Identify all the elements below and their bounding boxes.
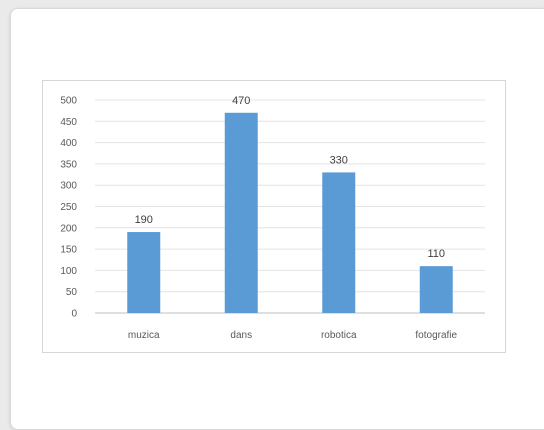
bar-robotica bbox=[322, 172, 356, 313]
y-tick-label: 100 bbox=[60, 266, 77, 277]
bar-fotografie bbox=[419, 266, 453, 313]
data-label-muzica: 190 bbox=[135, 214, 153, 226]
chart-area: 0 50 100 150 200 250 300 350 400 450 500 190 470 330… bbox=[42, 80, 506, 353]
data-labels: 190 470 330 110 bbox=[135, 95, 445, 260]
y-tick-label: 500 bbox=[60, 96, 77, 107]
y-tick-label: 450 bbox=[60, 117, 77, 128]
x-tick-label-fotografie: fotografie bbox=[415, 330, 457, 341]
y-tick-label: 50 bbox=[66, 287, 78, 298]
y-tick-label: 0 bbox=[71, 309, 77, 320]
x-tick-label-muzica: muzica bbox=[128, 330, 160, 341]
bars bbox=[127, 112, 453, 313]
bar-chart: 0 50 100 150 200 250 300 350 400 450 500 190 470 330… bbox=[60, 95, 485, 341]
y-tick-label: 200 bbox=[60, 223, 77, 234]
y-axis-ticks: 0 50 100 150 200 250 300 350 400 450 500 bbox=[60, 96, 77, 320]
y-tick-label: 150 bbox=[60, 245, 77, 256]
y-tick-label: 350 bbox=[60, 159, 77, 170]
data-label-robotica: 330 bbox=[330, 154, 348, 166]
y-tick-label: 250 bbox=[60, 202, 77, 213]
x-tick-label-robotica: robotica bbox=[321, 330, 357, 341]
x-axis-labels: muzica dans robotica fotografie bbox=[128, 330, 458, 341]
bar-muzica bbox=[127, 232, 161, 313]
x-tick-label-dans: dans bbox=[230, 330, 252, 341]
data-label-dans: 470 bbox=[232, 95, 250, 107]
y-tick-label: 300 bbox=[60, 181, 77, 192]
y-tick-label: 400 bbox=[60, 138, 77, 149]
bar-dans bbox=[224, 112, 258, 313]
data-label-fotografie: 110 bbox=[427, 248, 445, 260]
